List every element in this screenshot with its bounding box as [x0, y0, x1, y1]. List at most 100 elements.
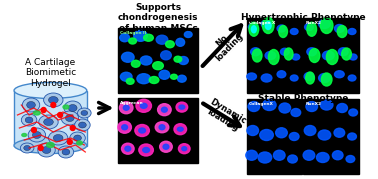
Ellipse shape [38, 143, 55, 157]
Ellipse shape [163, 144, 169, 149]
Ellipse shape [265, 21, 271, 30]
Ellipse shape [25, 117, 33, 123]
Ellipse shape [179, 57, 188, 64]
Ellipse shape [61, 111, 79, 125]
Ellipse shape [39, 115, 58, 129]
Ellipse shape [316, 153, 329, 163]
Ellipse shape [81, 110, 88, 115]
Ellipse shape [20, 143, 34, 153]
Ellipse shape [132, 60, 140, 67]
Text: RunX2: RunX2 [305, 102, 321, 106]
Ellipse shape [64, 101, 81, 115]
Ellipse shape [139, 144, 153, 156]
Ellipse shape [307, 22, 316, 36]
Ellipse shape [14, 137, 87, 154]
Ellipse shape [276, 128, 287, 138]
Ellipse shape [261, 20, 272, 28]
Ellipse shape [304, 72, 314, 81]
Ellipse shape [153, 62, 163, 70]
Bar [304, 18, 359, 93]
Circle shape [58, 112, 62, 117]
Ellipse shape [156, 35, 168, 44]
Ellipse shape [246, 150, 257, 160]
Ellipse shape [123, 105, 129, 110]
Ellipse shape [174, 56, 182, 62]
Ellipse shape [251, 26, 256, 33]
Ellipse shape [318, 130, 331, 140]
Ellipse shape [43, 93, 63, 107]
Ellipse shape [319, 20, 330, 28]
Ellipse shape [176, 38, 184, 46]
Ellipse shape [306, 72, 314, 84]
Ellipse shape [176, 102, 188, 112]
Ellipse shape [65, 115, 74, 122]
Bar [118, 98, 198, 163]
Ellipse shape [170, 74, 177, 79]
Ellipse shape [161, 107, 167, 112]
Text: Stable Phenotype: Stable Phenotype [258, 94, 348, 103]
Ellipse shape [177, 127, 183, 131]
Ellipse shape [326, 50, 338, 64]
Ellipse shape [125, 146, 131, 151]
Ellipse shape [284, 48, 293, 60]
Ellipse shape [137, 74, 150, 84]
Ellipse shape [279, 25, 288, 37]
Ellipse shape [335, 25, 344, 33]
Ellipse shape [335, 71, 344, 78]
Ellipse shape [121, 72, 132, 81]
Ellipse shape [289, 132, 299, 141]
Ellipse shape [70, 132, 85, 144]
Ellipse shape [155, 122, 169, 133]
Ellipse shape [337, 25, 347, 37]
Ellipse shape [305, 23, 313, 30]
Ellipse shape [77, 108, 91, 118]
Text: RunX2: RunX2 [305, 21, 321, 25]
Bar [247, 99, 302, 174]
Ellipse shape [348, 28, 356, 35]
Ellipse shape [322, 51, 334, 60]
Ellipse shape [261, 74, 272, 82]
Ellipse shape [262, 18, 274, 33]
Ellipse shape [140, 56, 152, 65]
Ellipse shape [348, 133, 356, 140]
Ellipse shape [279, 103, 291, 113]
Ellipse shape [24, 146, 31, 151]
Ellipse shape [118, 121, 132, 133]
Ellipse shape [277, 25, 286, 32]
Ellipse shape [252, 49, 262, 62]
Ellipse shape [43, 118, 53, 125]
Text: Dynamic
loading: Dynamic loading [203, 97, 248, 135]
Ellipse shape [135, 125, 149, 137]
Text: Aggrecan: Aggrecan [120, 101, 144, 105]
Ellipse shape [337, 103, 347, 112]
Ellipse shape [268, 50, 279, 64]
Ellipse shape [280, 48, 289, 55]
Ellipse shape [62, 149, 70, 155]
Ellipse shape [249, 22, 259, 36]
Ellipse shape [304, 125, 316, 136]
Ellipse shape [303, 150, 315, 160]
Ellipse shape [77, 141, 82, 145]
Ellipse shape [292, 54, 300, 60]
Ellipse shape [46, 142, 54, 147]
Ellipse shape [14, 83, 87, 98]
Ellipse shape [178, 75, 186, 82]
Ellipse shape [290, 28, 298, 35]
Ellipse shape [33, 132, 41, 139]
Ellipse shape [33, 111, 40, 115]
Ellipse shape [258, 152, 272, 163]
Ellipse shape [349, 54, 357, 60]
Circle shape [51, 103, 56, 108]
Ellipse shape [349, 109, 358, 116]
Ellipse shape [248, 23, 257, 30]
Ellipse shape [139, 128, 146, 133]
Ellipse shape [143, 147, 149, 153]
Ellipse shape [291, 108, 301, 117]
Ellipse shape [178, 144, 190, 154]
Ellipse shape [321, 73, 332, 86]
Bar [247, 18, 302, 93]
Ellipse shape [136, 99, 152, 112]
Ellipse shape [48, 131, 68, 145]
Ellipse shape [342, 48, 352, 60]
Ellipse shape [122, 125, 127, 130]
